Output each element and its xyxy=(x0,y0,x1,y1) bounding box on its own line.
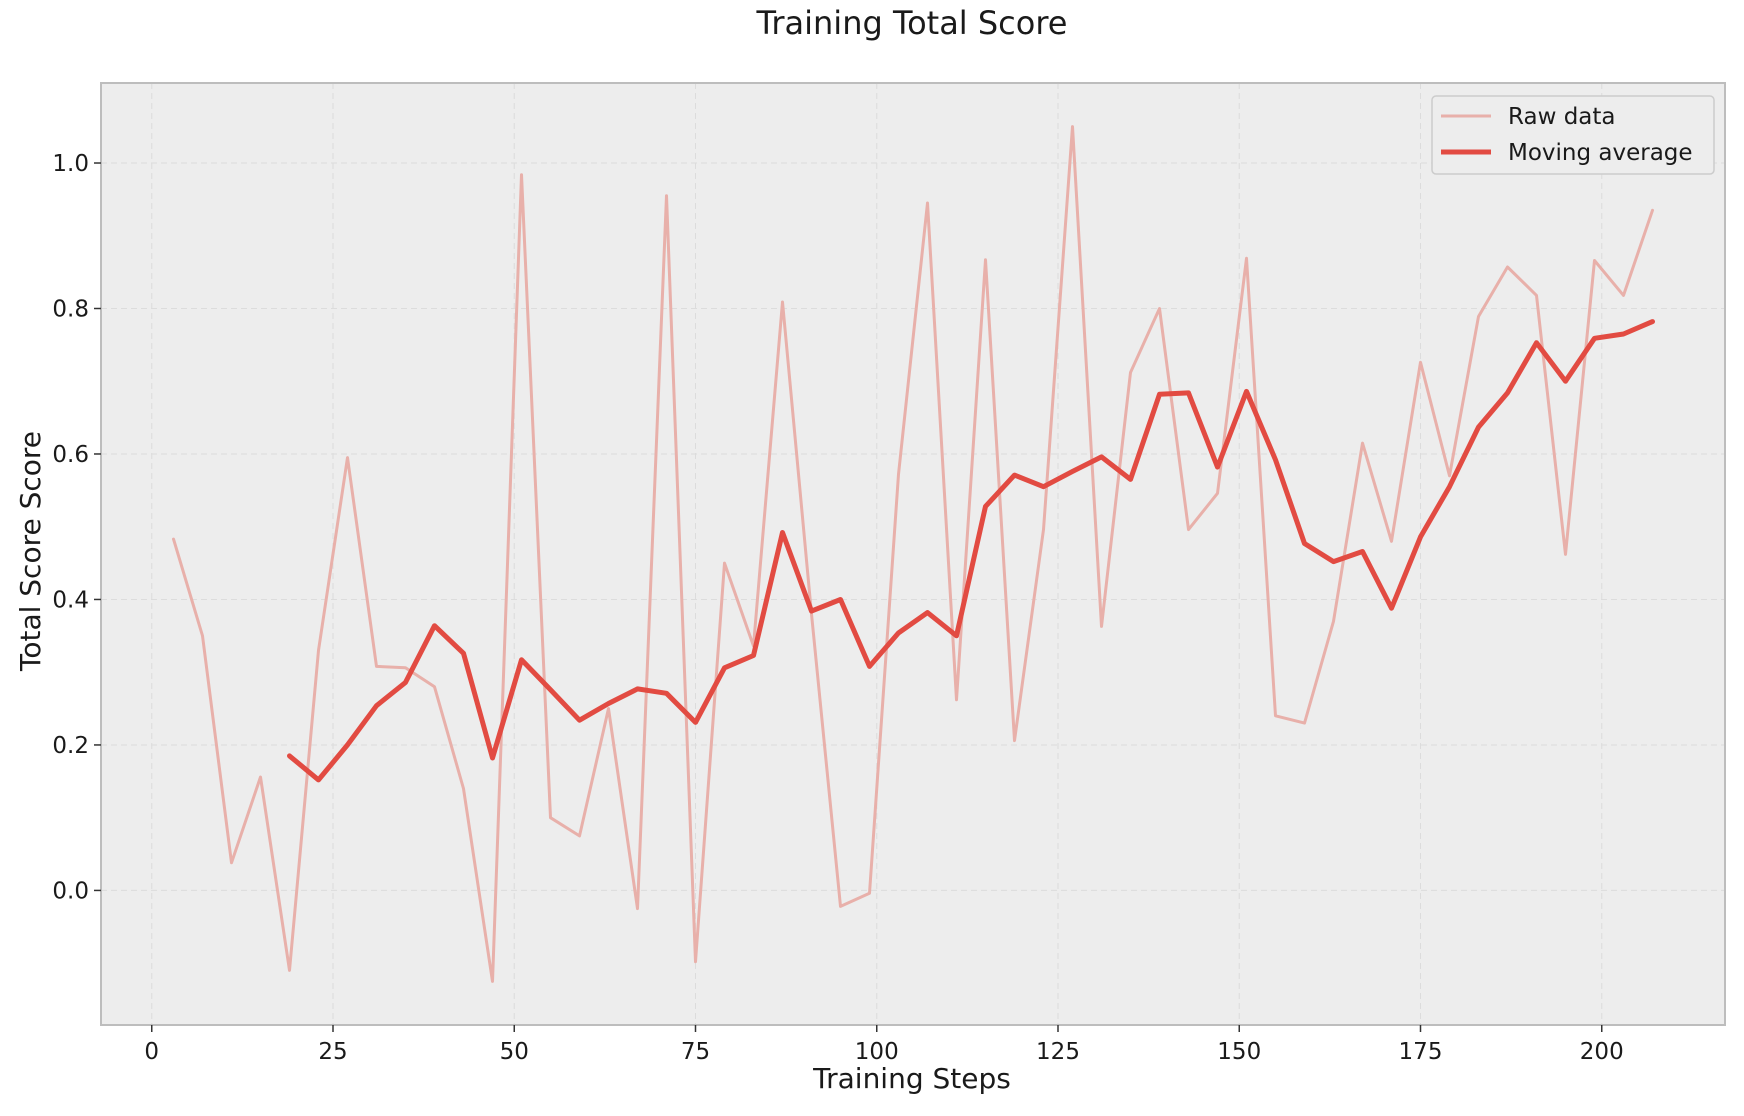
x-tick-label: 50 xyxy=(500,1039,529,1065)
legend-label-moving-average: Moving average xyxy=(1508,140,1693,166)
plot-background xyxy=(101,83,1725,1025)
y-tick-label: 0.8 xyxy=(52,296,89,322)
y-tick-label: 1.0 xyxy=(52,151,89,177)
legend-label-raw-data: Raw data xyxy=(1508,104,1616,130)
x-tick-label: 200 xyxy=(1580,1039,1624,1065)
x-tick-label: 150 xyxy=(1217,1039,1261,1065)
x-tick-label: 0 xyxy=(144,1039,159,1065)
x-tick-label: 75 xyxy=(681,1039,710,1065)
y-axis-label: Total Score Score xyxy=(14,431,47,672)
x-tick-label: 25 xyxy=(318,1039,347,1065)
y-tick-label: 0.4 xyxy=(52,587,89,613)
y-tick-label: 0.2 xyxy=(52,733,89,759)
x-tick-label: 175 xyxy=(1399,1039,1443,1065)
x-axis-label: Training Steps xyxy=(812,1062,1011,1095)
chart-title: Training Total Score xyxy=(756,4,1068,42)
x-tick-label: 125 xyxy=(1036,1039,1080,1065)
y-tick-label: 0.6 xyxy=(52,442,89,468)
y-tick-label: 0.0 xyxy=(52,878,89,904)
legend: Raw data Moving average xyxy=(1432,96,1714,174)
